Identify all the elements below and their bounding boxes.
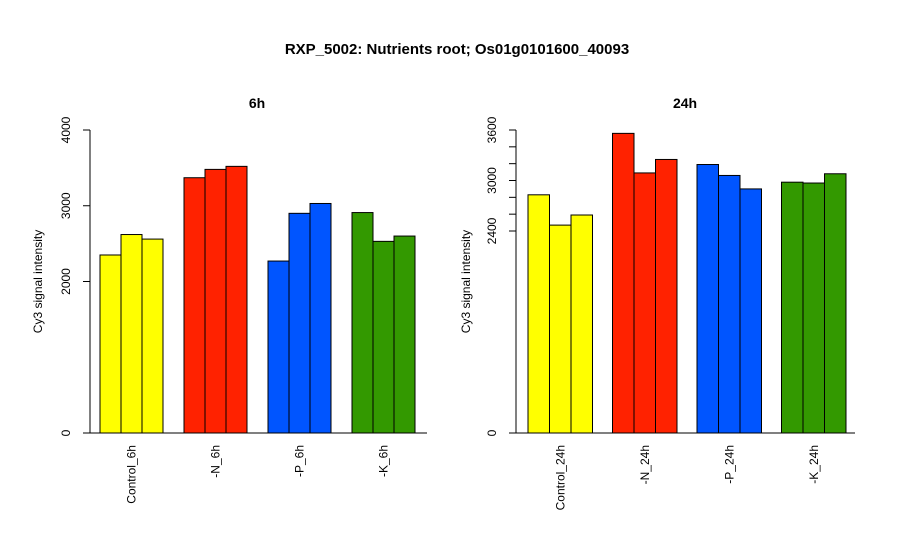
chart-24h: 24h Cy3 signal intensity 0 2400 3000 3600 Cont…: [459, 95, 855, 510]
x-tick-label: -K_6h: [377, 445, 391, 477]
bar: [288, 212, 311, 434]
panel-title: 24h: [673, 95, 697, 111]
x-tick-label: Control_24h: [553, 445, 567, 510]
figure-title: RXP_5002: Nutrients root; Os01g0101600_4…: [285, 41, 629, 58]
bar: [225, 165, 248, 434]
bar: [204, 168, 227, 434]
bar: [718, 174, 741, 434]
y-axis-label: Cy3 signal intensity: [31, 230, 45, 333]
y-tick-label: 0: [485, 429, 499, 436]
bar: [739, 188, 762, 434]
bar: [696, 164, 719, 434]
x-tick-label: Control_6h: [125, 445, 139, 504]
bar: [372, 240, 395, 434]
y-tick-label: 3000: [59, 192, 73, 219]
bar: [655, 158, 678, 434]
bar: [267, 260, 290, 434]
y-tick-label: 2400: [485, 217, 499, 244]
x-tick-label: -P_6h: [293, 445, 307, 477]
panel-title: 6h: [249, 95, 265, 111]
y-tick-label: 2000: [59, 268, 73, 295]
bar: [183, 177, 206, 434]
y-tick-label: 4000: [59, 116, 73, 143]
bar: [309, 202, 332, 434]
bar: [99, 254, 122, 434]
bar: [120, 234, 143, 434]
x-tick-label: -P_24h: [722, 445, 736, 484]
y-tick-label: 0: [59, 429, 73, 436]
y-tick-label: 3600: [485, 116, 499, 143]
bar: [633, 172, 656, 434]
bar: [351, 212, 374, 434]
x-tick-label: -K_24h: [807, 445, 821, 484]
bar: [527, 194, 550, 434]
x-tick-label: -N_24h: [638, 445, 652, 484]
chart-6h: 6h Cy3 signal intensity 0 2000 3000 4000 Contr…: [31, 95, 427, 504]
x-tick-label: -N_6h: [209, 445, 223, 478]
y-axis-label: Cy3 signal intensity: [459, 230, 473, 333]
bar: [824, 173, 847, 434]
bar: [802, 182, 825, 434]
bar: [141, 238, 164, 434]
bar: [781, 181, 804, 434]
bar: [612, 132, 635, 434]
y-tick-label: 3000: [485, 167, 499, 194]
bar: [549, 224, 572, 434]
bar: [393, 235, 416, 434]
bar: [570, 214, 593, 434]
